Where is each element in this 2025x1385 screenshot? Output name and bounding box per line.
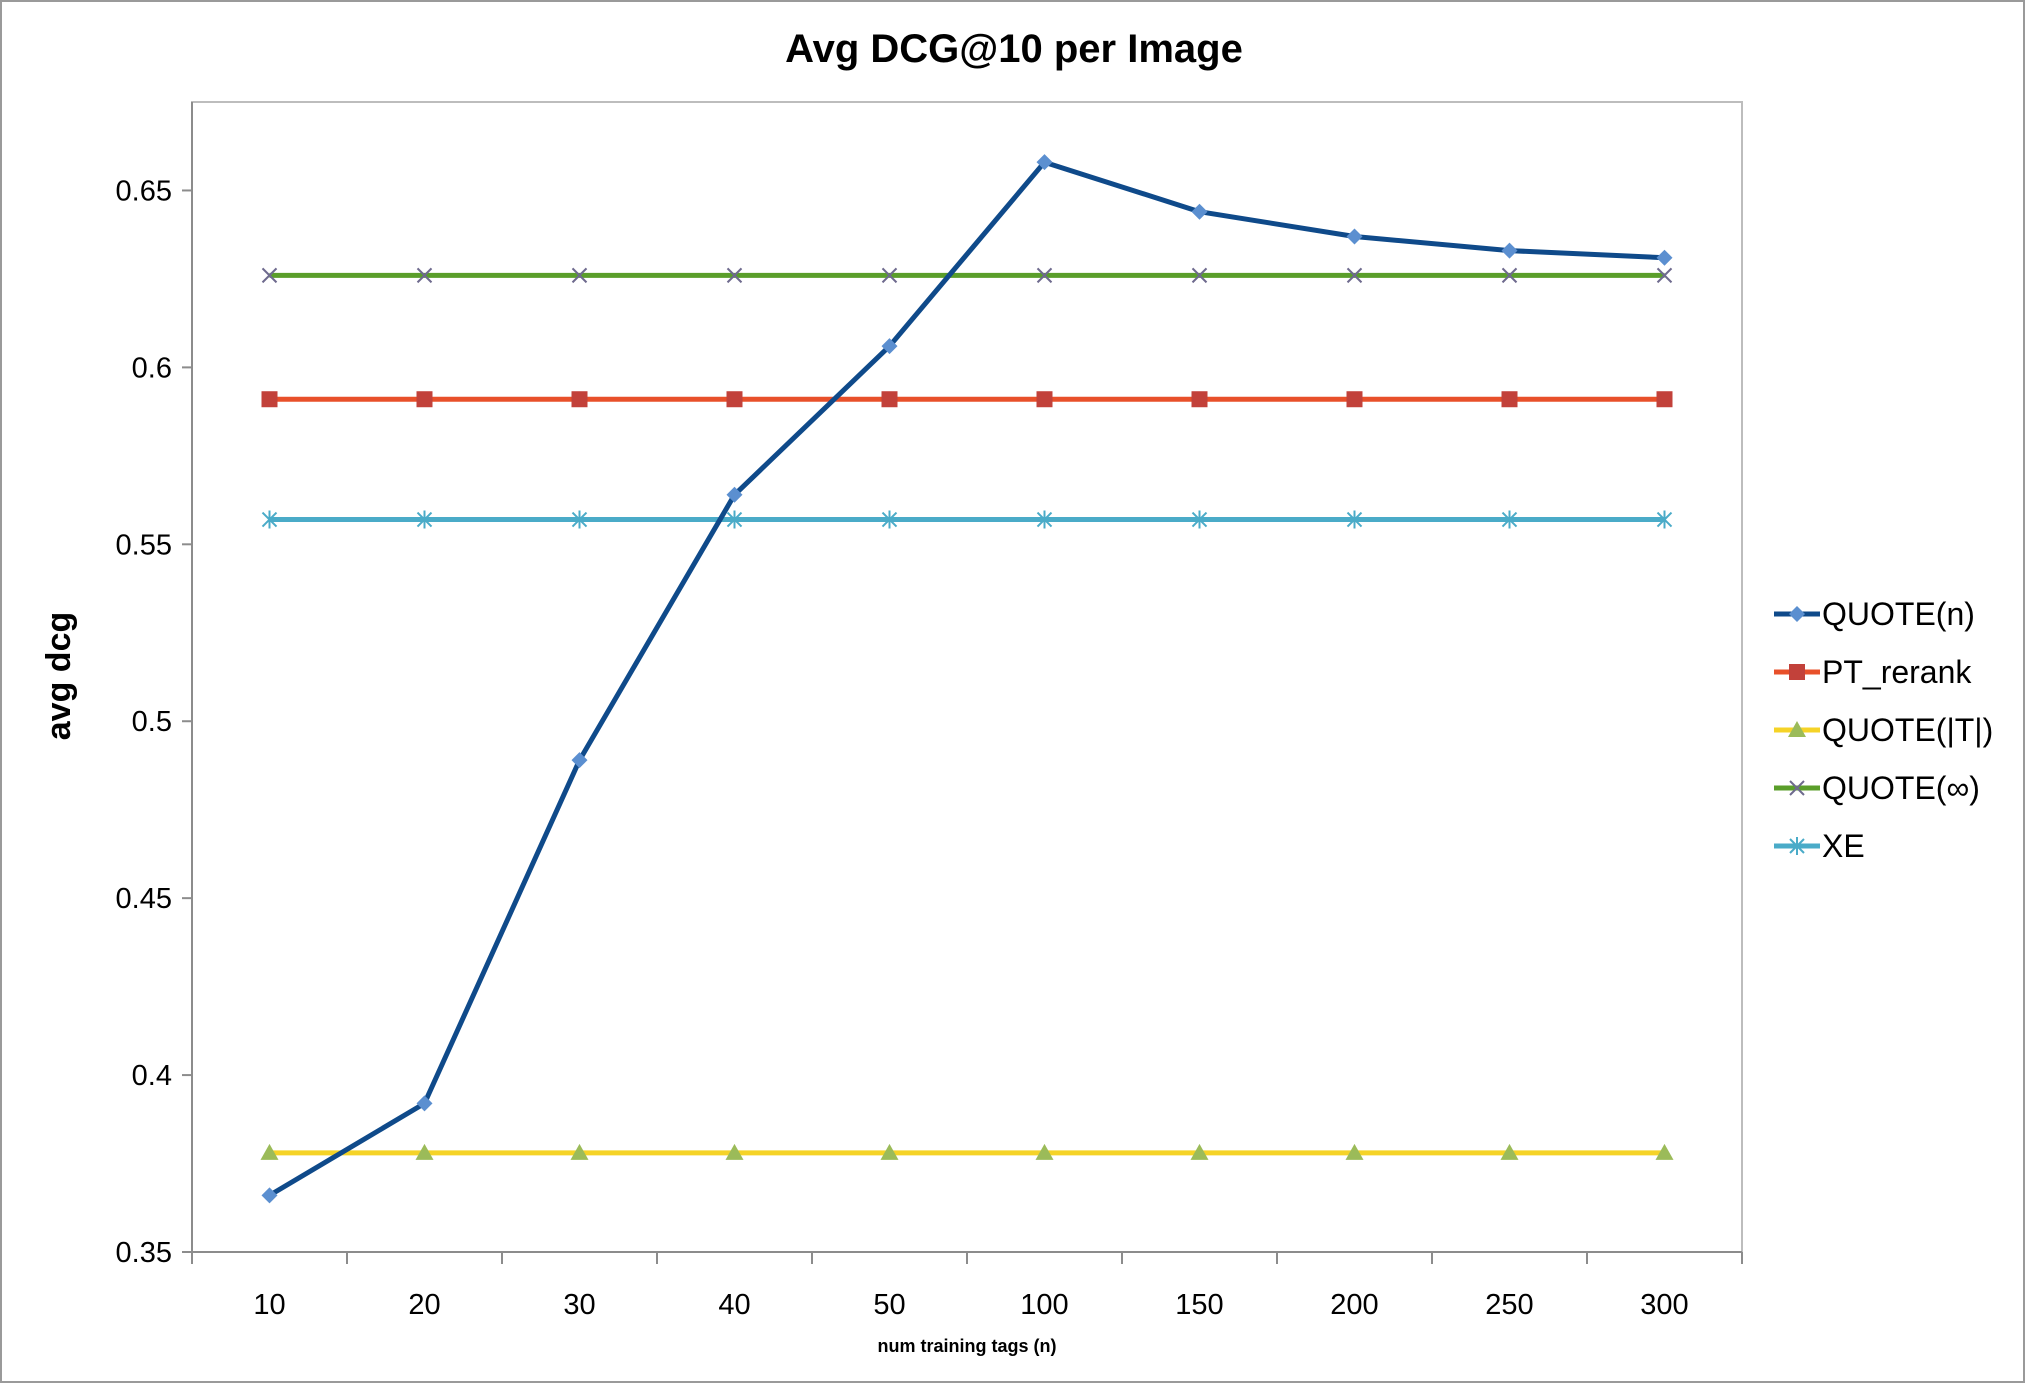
data-point-quote-n — [416, 1095, 433, 1112]
data-point-quote-inf — [1346, 267, 1363, 284]
legend-marker-quote-t — [1788, 721, 1806, 737]
data-point-xe — [1656, 510, 1673, 529]
y-tick-label: 0.35 — [116, 1237, 172, 1269]
x-tick-label: 10 — [253, 1289, 285, 1321]
series-layer — [260, 154, 1674, 1204]
series-quote-t — [260, 1143, 1674, 1160]
data-point-quote-t — [1655, 1143, 1674, 1160]
data-point-xe — [416, 510, 433, 529]
legend-label-quote-inf: QUOTE(∞) — [1822, 770, 1980, 806]
x-tick-label: 150 — [1175, 1289, 1223, 1321]
legend-label-pt-rerank: PT_rerank — [1822, 654, 1972, 690]
legend-item-quote-t: QUOTE(|T|) — [1774, 712, 1993, 748]
legend-marker-xe — [1789, 837, 1805, 855]
data-point-quote-inf — [416, 267, 433, 284]
data-point-quote-inf — [571, 267, 588, 284]
data-point-xe — [881, 510, 898, 529]
data-point-xe — [571, 510, 588, 529]
y-tick-label: 0.45 — [116, 883, 172, 915]
data-point-quote-t — [260, 1143, 279, 1160]
y-tick-label: 0.55 — [116, 529, 172, 561]
data-point-quote-n — [1191, 203, 1208, 220]
x-tick-label: 200 — [1330, 1289, 1378, 1321]
x-tick-label: 300 — [1640, 1289, 1688, 1321]
legend-label-quote-t: QUOTE(|T|) — [1822, 712, 1993, 748]
legend-label-quote-n: QUOTE(n) — [1822, 596, 1975, 632]
x-tick-label: 250 — [1485, 1289, 1533, 1321]
y-tick-label: 0.65 — [116, 175, 172, 207]
y-axis-label: avg dcg — [40, 612, 78, 740]
x-axis-label: num training tags (n) — [878, 1336, 1057, 1356]
legend-item-quote-inf: QUOTE(∞) — [1774, 770, 1980, 806]
data-point-pt-rerank — [726, 391, 743, 408]
data-point-quote-n — [726, 486, 743, 503]
data-point-quote-t — [570, 1143, 589, 1160]
data-point-xe — [1501, 510, 1518, 529]
data-point-quote-t — [1035, 1143, 1054, 1160]
legend-marker-quote-inf — [1789, 780, 1805, 796]
data-point-quote-inf — [1501, 267, 1518, 284]
data-point-pt-rerank — [1656, 391, 1673, 408]
legend-label-xe: XE — [1822, 828, 1865, 864]
data-point-pt-rerank — [416, 391, 433, 408]
data-point-quote-t — [1500, 1143, 1519, 1160]
x-tick-label: 40 — [718, 1289, 750, 1321]
data-point-pt-rerank — [1346, 391, 1363, 408]
data-point-quote-inf — [261, 267, 278, 284]
x-tick-label: 30 — [563, 1289, 595, 1321]
y-tick-label: 0.4 — [132, 1060, 172, 1092]
series-quote-inf — [261, 267, 1673, 284]
data-point-xe — [261, 510, 278, 529]
data-point-quote-n — [571, 752, 588, 769]
data-point-quote-n — [1501, 242, 1518, 259]
chart-title: Avg DCG@10 per Image — [785, 27, 1243, 71]
data-point-xe — [1346, 510, 1363, 529]
legend-item-pt-rerank: PT_rerank — [1774, 654, 1972, 690]
x-tick-label: 50 — [873, 1289, 905, 1321]
data-point-quote-inf — [1036, 267, 1053, 284]
data-point-pt-rerank — [1036, 391, 1053, 408]
y-tick-label: 0.6 — [132, 352, 172, 384]
series-xe — [261, 510, 1673, 529]
data-point-pt-rerank — [881, 391, 898, 408]
axes: 0.35 0.4 0.45 0.5 0.55 0.6 0.65 10 20 30 40 50 100 15… — [116, 102, 1743, 1321]
legend-marker-quote-n — [1789, 606, 1805, 622]
data-point-quote-inf — [1656, 267, 1673, 284]
data-point-quote-n — [1036, 154, 1053, 171]
series-quote-n — [261, 154, 1673, 1204]
data-point-quote-t — [880, 1143, 899, 1160]
series-line-quote-n — [268, 159, 1665, 1198]
data-point-pt-rerank — [1191, 391, 1208, 408]
data-point-quote-t — [1190, 1143, 1209, 1160]
data-point-quote-n — [261, 1187, 278, 1204]
legend-item-quote-n: QUOTE(n) — [1774, 596, 1975, 632]
series-pt-rerank — [261, 391, 1673, 408]
legend: QUOTE(n) PT_rerank QUOTE(|T|) QUOTE(∞) XE — [1774, 596, 1993, 864]
data-point-quote-n — [1656, 249, 1673, 266]
data-point-pt-rerank — [571, 391, 588, 408]
data-point-pt-rerank — [1501, 391, 1518, 408]
data-point-xe — [1191, 510, 1208, 529]
x-tick-label: 100 — [1020, 1289, 1068, 1321]
data-point-xe — [1036, 510, 1053, 529]
data-point-quote-inf — [1191, 267, 1208, 284]
data-point-quote-n — [1346, 228, 1363, 245]
data-point-quote-n — [881, 338, 898, 355]
legend-item-xe: XE — [1774, 828, 1865, 864]
data-point-quote-inf — [726, 267, 743, 284]
data-point-quote-t — [725, 1143, 744, 1160]
x-tick-label: 20 — [408, 1289, 440, 1321]
data-point-quote-inf — [881, 267, 898, 284]
data-point-pt-rerank — [261, 391, 278, 408]
data-point-quote-t — [1345, 1143, 1364, 1160]
data-point-quote-t — [415, 1143, 434, 1160]
data-point-xe — [726, 510, 743, 529]
y-tick-label: 0.5 — [132, 706, 172, 738]
legend-marker-pt-rerank — [1789, 664, 1805, 680]
